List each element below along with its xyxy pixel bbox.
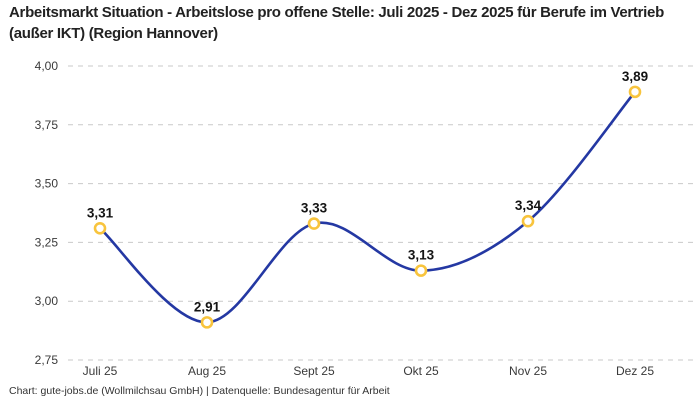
data-point-label: 3,33 — [301, 201, 328, 216]
data-point-marker — [200, 316, 214, 329]
x-axis-tick-label: Sept 25 — [293, 364, 335, 378]
x-axis-tick-label: Okt 25 — [403, 364, 439, 378]
data-point-label: 3,89 — [622, 69, 648, 84]
x-axis-tick-label: Dez 25 — [616, 364, 654, 378]
y-axis-tick-label: 3,00 — [35, 294, 59, 308]
y-axis-tick-label: 3,50 — [35, 177, 59, 191]
y-axis-tick-label: 2,75 — [35, 353, 59, 367]
data-point-label: 3,31 — [87, 205, 114, 220]
data-point-marker — [521, 214, 535, 228]
chart-attribution: Chart: gute-jobs.de (Wollmilchsau GmbH) … — [9, 385, 390, 397]
x-axis-tick-label: Aug 25 — [188, 364, 226, 378]
y-axis-tick-label: 4,00 — [35, 59, 59, 73]
data-point-label: 3,13 — [408, 248, 435, 263]
chart-title: Arbeitsmarkt Situation - Arbeitslose pro… — [9, 4, 664, 42]
data-point-marker — [307, 217, 321, 230]
data-point-marker — [414, 264, 428, 277]
y-axis-tick-label: 3,25 — [35, 235, 59, 249]
x-axis-tick-label: Nov 25 — [509, 364, 547, 378]
data-point-label: 2,91 — [194, 299, 221, 314]
data-line — [98, 90, 637, 324]
data-point-marker — [628, 85, 642, 99]
y-axis-tick-label: 3,75 — [35, 118, 59, 132]
data-point-label: 3,34 — [515, 198, 542, 213]
data-point-marker — [93, 221, 107, 235]
x-axis-tick-label: Juli 25 — [83, 364, 118, 378]
